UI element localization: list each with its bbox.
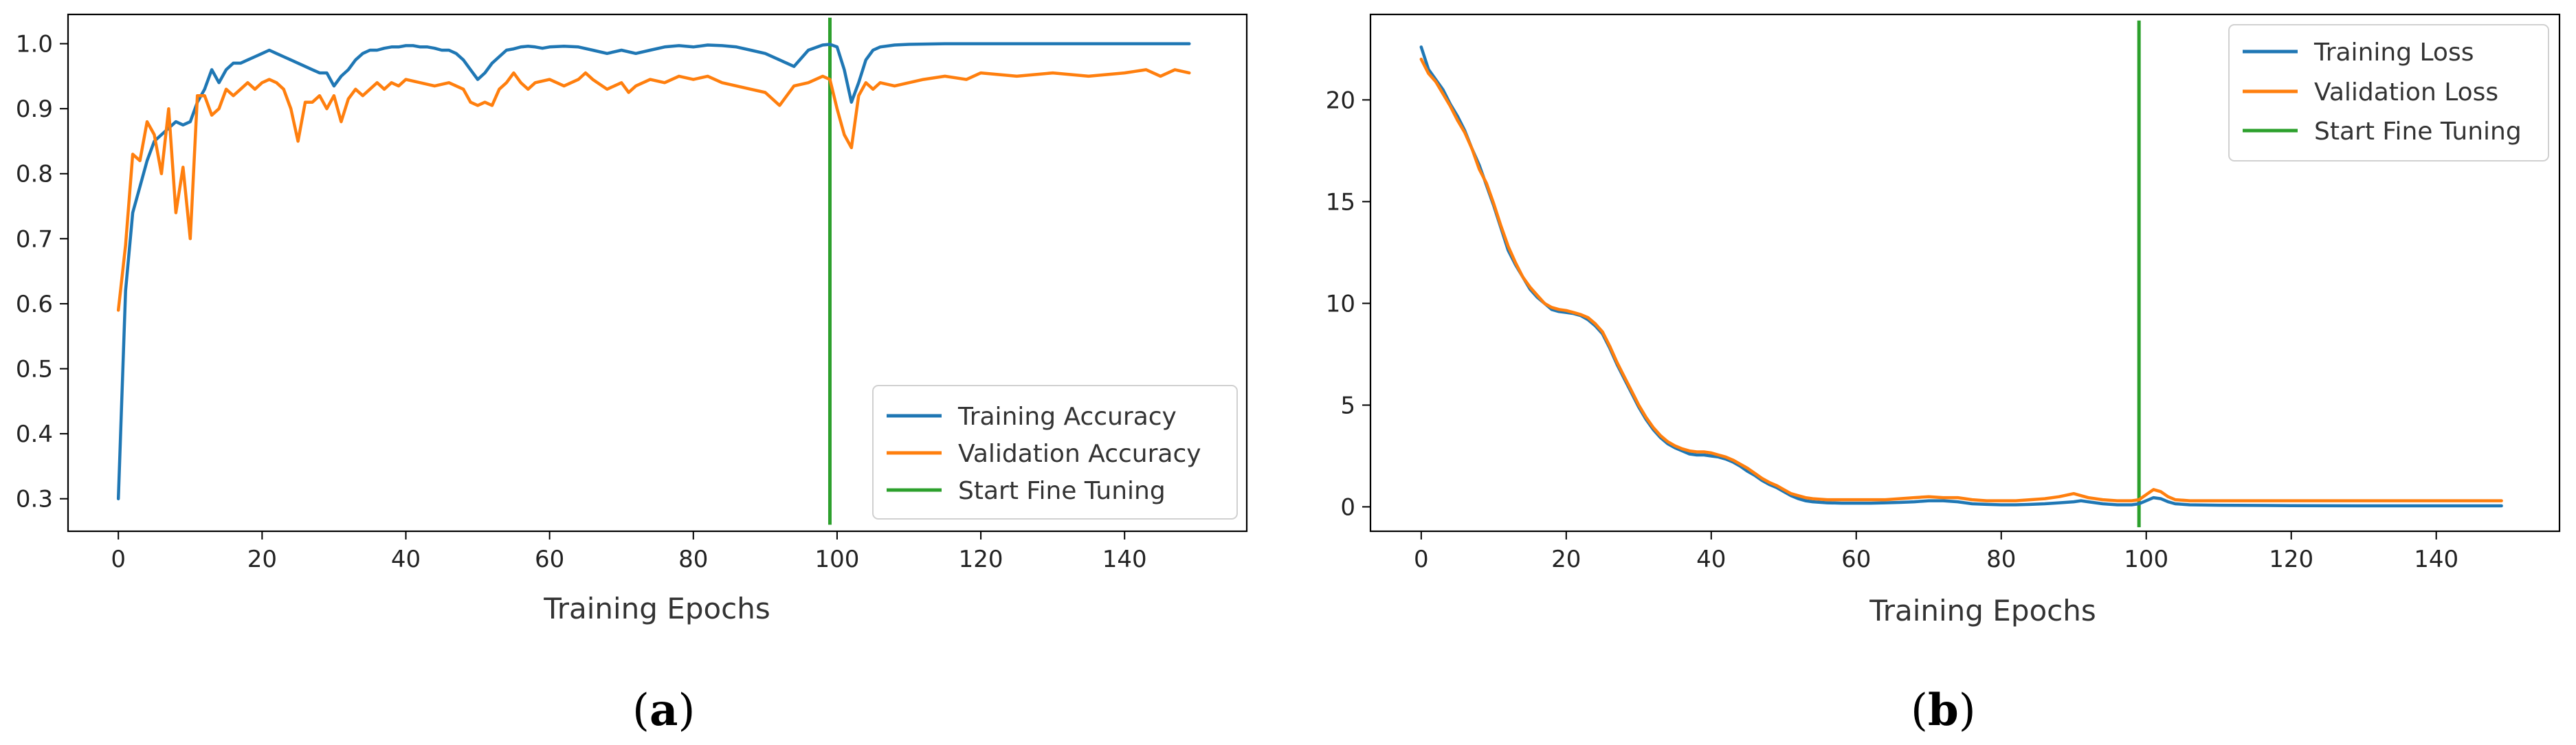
plot-frame-a	[67, 13, 1248, 533]
legend-box-b	[2228, 24, 2549, 162]
x-tick-label-b-20: 20	[1551, 546, 1581, 573]
y-tick-label-b-3: 15	[1326, 188, 1355, 216]
x-tick-label-b-80: 80	[1986, 546, 2016, 573]
series-lines-a	[116, 42, 1191, 500]
axis-ticks-a: 0 20 40 60 80 100 120 140 0.3 0.4 0.5 0.6 0.7 0.8 0.9 1…	[16, 31, 1147, 573]
y-tick-label-b-2: 10	[1326, 290, 1355, 318]
x-tick-label-a-140: 140	[1102, 546, 1147, 573]
x-tick-label-a-100: 100	[814, 546, 859, 573]
x-axis-label-a: Training Epochs	[543, 592, 770, 625]
y-tick-label-a-2: 0.5	[16, 356, 53, 383]
x-tick-label-b-140: 140	[2414, 546, 2458, 573]
axis-ticks-b: 0 20 40 60 80 100 120 140 0 5 10 15 20	[1326, 87, 2458, 573]
legend-label-validation-loss: Validation Loss	[2314, 78, 2498, 107]
x-tick-label-a-80: 80	[678, 546, 708, 573]
series-line-training-accuracy	[116, 42, 1191, 500]
y-tick-label-a-4: 0.7	[16, 225, 53, 253]
caption-a: (a)	[632, 685, 695, 736]
legend-label-training-loss: Training Loss	[2313, 38, 2474, 67]
x-tick-label-b-120: 120	[2269, 546, 2313, 573]
panel-a: 0 20 40 60 80 100 120 140 0.3 0.4 0.5 0.6 0.7 0.8 0.9 1…	[16, 13, 1248, 736]
x-tick-label-b-0: 0	[1414, 546, 1429, 573]
legend-label-start-fine-tuning-b: Start Fine Tuning	[2314, 118, 2522, 146]
x-tick-label-b-60: 60	[1841, 546, 1871, 573]
series-lines-b	[1419, 45, 2503, 508]
x-tick-label-a-20: 20	[247, 546, 277, 573]
y-tick-label-a-5: 0.8	[16, 161, 53, 188]
y-tick-label-a-3: 0.6	[16, 291, 53, 318]
panel-b: 0 20 40 60 80 100 120 140 0 5 10 15 20 Training Epoc…	[1326, 13, 2561, 736]
caption-b-close: )	[1959, 685, 1976, 736]
x-tick-label-b-100: 100	[2124, 546, 2168, 573]
caption-a-open: (	[632, 685, 649, 736]
caption-a-close: )	[678, 685, 695, 736]
y-tick-label-b-1: 5	[1340, 392, 1355, 419]
caption-a-letter: a	[649, 685, 678, 736]
legend-label-validation-accuracy: Validation Accuracy	[958, 440, 1201, 468]
x-tick-label-a-60: 60	[535, 546, 564, 573]
series-line-validation-loss	[1419, 57, 2503, 502]
legend-label-training-accuracy: Training Accuracy	[957, 403, 1177, 431]
x-tick-label-a-120: 120	[959, 546, 1003, 573]
y-tick-label-a-1: 0.4	[16, 421, 53, 448]
y-tick-label-a-6: 0.9	[16, 96, 53, 123]
x-axis-label-b: Training Epochs	[1869, 594, 2096, 627]
x-tick-label-a-0: 0	[111, 546, 126, 573]
series-line-validation-accuracy	[116, 68, 1191, 312]
y-tick-label-a-0: 0.3	[16, 486, 53, 513]
y-tick-label-b-0: 0	[1340, 493, 1355, 521]
caption-b-letter: b	[1928, 685, 1959, 736]
legend-b: Training Loss Validation Loss Start Fine…	[2228, 24, 2549, 162]
legend-label-start-fine-tuning-a: Start Fine Tuning	[958, 477, 1166, 505]
caption-b-open: (	[1911, 685, 1928, 736]
x-tick-label-a-40: 40	[391, 546, 421, 573]
x-tick-label-b-40: 40	[1696, 546, 1726, 573]
plot-frame-b	[1369, 13, 2561, 533]
y-tick-label-a-7: 1.0	[16, 31, 53, 58]
y-tick-label-b-4: 20	[1326, 87, 1355, 114]
legend-a: Training Accuracy Validation Accuracy St…	[872, 385, 1238, 520]
caption-b: (b)	[1911, 685, 1976, 736]
legend-box-a	[872, 385, 1238, 520]
